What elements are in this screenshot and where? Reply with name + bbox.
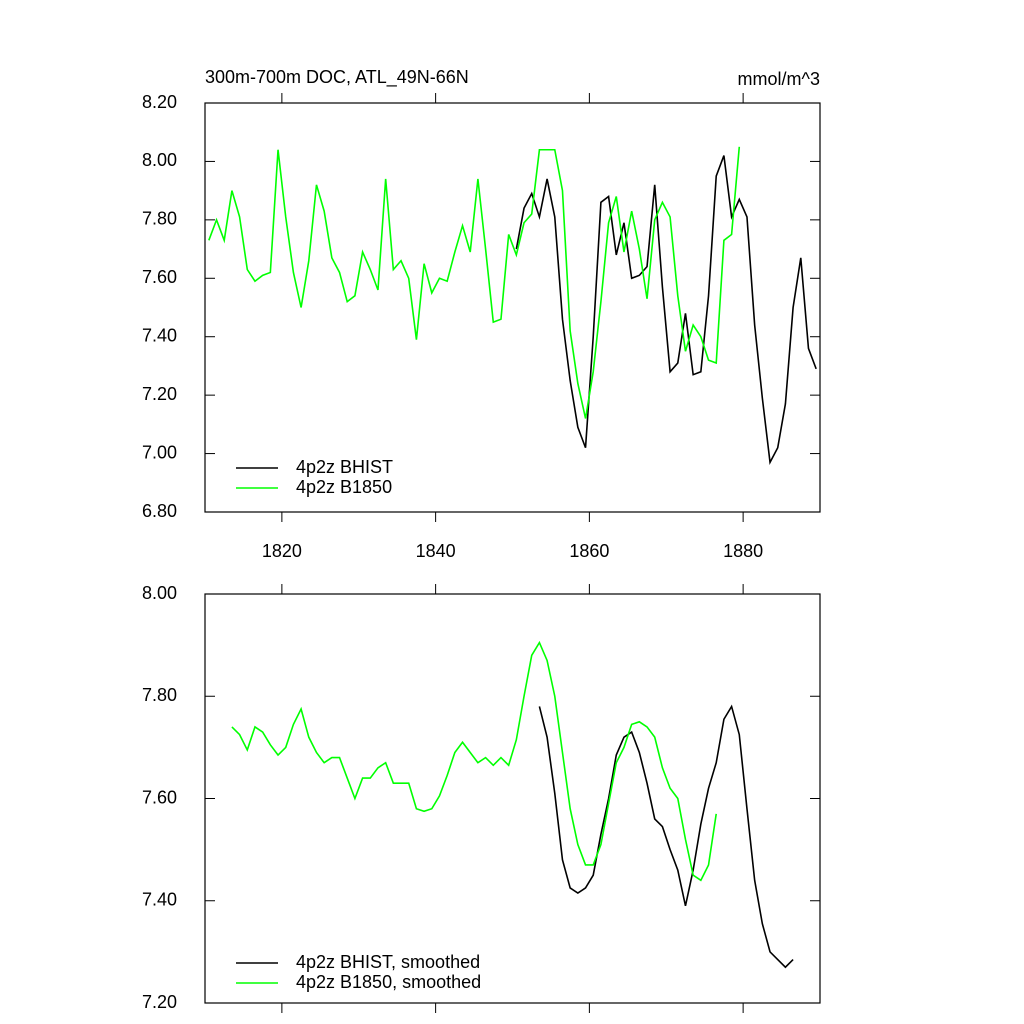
x-tick-label: 1880 bbox=[723, 541, 763, 561]
y-tick-label: 6.80 bbox=[142, 501, 177, 521]
y-tick-label: 8.00 bbox=[142, 583, 177, 603]
y-tick-label: 8.00 bbox=[142, 150, 177, 170]
y-tick-label: 7.40 bbox=[142, 325, 177, 345]
x-tick-label: 1820 bbox=[262, 541, 302, 561]
legend-label: 4p2z BHIST, smoothed bbox=[296, 952, 480, 972]
data-line bbox=[538, 704, 794, 969]
legend-label: 4p2z BHIST bbox=[296, 457, 393, 477]
y-tick-label: 7.00 bbox=[142, 442, 177, 462]
y-tick-label: 7.60 bbox=[142, 267, 177, 287]
plot-frame bbox=[204, 593, 821, 1004]
x-tick-label: 1860 bbox=[569, 541, 609, 561]
y-tick-label: 7.60 bbox=[142, 787, 177, 807]
y-tick-label: 7.80 bbox=[142, 685, 177, 705]
data-line bbox=[515, 155, 817, 465]
data-line bbox=[231, 640, 718, 882]
chart-title: 300m-700m DOC, ATL_49N-66N bbox=[205, 67, 469, 88]
legend-label: 4p2z B1850, smoothed bbox=[296, 972, 481, 992]
y-tick-label: 7.20 bbox=[142, 384, 177, 404]
plot-frame bbox=[204, 102, 821, 513]
y-tick-label: 7.40 bbox=[142, 890, 177, 910]
y-tick-label: 7.20 bbox=[142, 992, 177, 1012]
units-label: mmol/m^3 bbox=[738, 69, 820, 89]
y-tick-label: 7.80 bbox=[142, 209, 177, 229]
x-tick-label: 1840 bbox=[416, 541, 456, 561]
legend-label: 4p2z B1850 bbox=[296, 477, 392, 497]
data-line bbox=[208, 146, 741, 419]
y-tick-label: 8.20 bbox=[142, 92, 177, 112]
